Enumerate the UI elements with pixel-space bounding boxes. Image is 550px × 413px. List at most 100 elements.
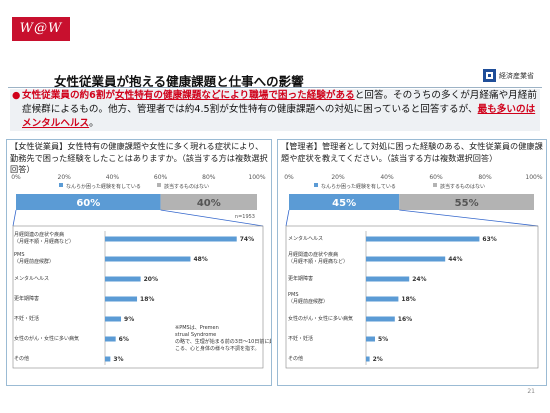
employee-question: 【女性従業員】女性特有の健康課題や女性に多く現れる症状により、勤務先で困った経験… (10, 141, 268, 174)
breakdown-bar (366, 256, 446, 262)
category-label: PMS (288, 292, 299, 298)
sample-size: n=1953 (235, 214, 255, 220)
summary-highlight-1: 女性従業員の約6割が (22, 90, 116, 101)
breakdown-value-label: 48% (193, 256, 207, 263)
callout-line (12, 209, 17, 227)
breakdown-frame (12, 225, 264, 369)
category-label: 不妊・妊活 (288, 335, 313, 342)
stacked-bar-label: 45% (332, 198, 356, 209)
category-label: メンタルヘルス (14, 275, 49, 282)
axis-tick-label: 100% (248, 174, 265, 181)
breakdown-bar (366, 276, 410, 282)
callout-line (399, 209, 539, 227)
breakdown-value-label: 74% (240, 236, 254, 243)
summary-body: と回答。そのうちの多くが月経痛や月経前症候群によるもの。他方、管理者では約4.5… (22, 90, 537, 115)
breakdown-value-label: 20% (144, 276, 158, 283)
breakdown-value-label: 63% (482, 236, 496, 243)
summary-highlight-3: 最も多いのはメンタルヘルス (22, 104, 536, 129)
category-label: PMS (14, 252, 25, 258)
legend-swatch (314, 183, 318, 187)
breakdown-frame (285, 225, 539, 369)
breakdown-value-label: 3% (113, 356, 123, 363)
manager-survey-panel: 【管理者】管理者として対処に困った経験のある、女性従業員の健康課題や症状を教えて… (277, 139, 547, 386)
legend-swatch (433, 183, 437, 187)
manager-chart: 0% 20% 40% 60% 80% 100% なんらか困った経験を有している 該当するものは… (284, 174, 543, 369)
breakdown-value-label: 44% (448, 256, 462, 263)
footnote-line: ※PMSは、Premen (175, 325, 219, 331)
stacked-bar-segment (289, 194, 400, 210)
employee-survey-panel: 【女性従業員】女性特有の健康課題や女性に多く現れる症状により、勤務先で困った経験… (6, 139, 272, 386)
breakdown-bar (105, 356, 111, 362)
breakdown-bar (366, 236, 480, 242)
footnote-line: の略で、生理が始まる前の3日〜10日前に起 (175, 338, 271, 345)
callout-line (160, 209, 264, 227)
ministry-name: 経済産業省 (499, 71, 534, 80)
category-label: 月経関連の症状や疾病 (14, 231, 64, 238)
legend-label: なんらか困った経験を有している (66, 183, 141, 190)
axis-tick-label: 80% (478, 174, 492, 181)
category-label: 女性のがん・女性に多い病気 (288, 315, 353, 322)
page-title: 女性従業員が抱える健康課題と仕事への影響 (54, 74, 304, 89)
axis-tick-label: 100% (525, 174, 542, 181)
breakdown-bar (105, 336, 116, 342)
breakdown-bar (105, 236, 237, 242)
breakdown-value-label: 2% (373, 356, 383, 363)
axis-tick-label: 0% (11, 174, 21, 181)
legend-label: 該当するものはない (164, 183, 209, 190)
breakdown-value-label: 6% (119, 336, 129, 343)
page-number: 21 (527, 388, 535, 395)
axis-tick-label: 80% (202, 174, 216, 181)
breakdown-bar (105, 316, 122, 322)
axis-tick-label: 20% (58, 174, 72, 181)
axis-tick-label: 0% (284, 174, 294, 181)
axis-tick-label: 40% (380, 174, 394, 181)
legend-swatch (157, 183, 161, 187)
manager-question: 【管理者】管理者として対処に困った経験のある、女性従業員の健康課題や症状を教えて… (281, 141, 543, 163)
category-label: 更年期障害 (288, 275, 313, 282)
logo: W@W (12, 17, 70, 41)
category-label: （月経前症候群） (14, 258, 54, 265)
footnote-line: strual Syndrome (175, 332, 216, 338)
legend-label: 該当するものはない (440, 183, 485, 190)
breakdown-bar (366, 356, 370, 362)
breakdown-bar (366, 336, 375, 342)
breakdown-bar (105, 296, 138, 302)
category-label: その他 (14, 355, 29, 362)
category-label: その他 (288, 355, 303, 362)
summary-text: 女性従業員の約6割が女性特有の健康課題などにより職場で困った経験があると回答。そ… (22, 89, 538, 131)
breakdown-value-label: 9% (124, 316, 134, 323)
summary-end: 。 (89, 118, 99, 129)
employee-chart: 0% 20% 40% 60% 80% 100% なんらか困った経験を有している 該当するものは… (11, 174, 271, 369)
category-label: 不妊・妊活 (14, 315, 39, 322)
breakdown-bar (366, 316, 395, 322)
callout-line (285, 209, 290, 227)
summary-highlight-2: 女性特有の健康課題などにより職場で困った経験がある (115, 90, 355, 101)
breakdown-value-label: 24% (412, 276, 426, 283)
legend-swatch (59, 183, 63, 187)
breakdown-value-label: 16% (398, 316, 412, 323)
stacked-bar-segment (16, 194, 161, 210)
category-label: （月経前症候群） (288, 298, 328, 305)
footnote-line: こる、心と身体の様々な不調を指す。 (175, 345, 260, 352)
stacked-bar-label: 55% (455, 198, 479, 209)
stacked-bar-label: 60% (76, 198, 100, 209)
breakdown-bar (366, 296, 399, 302)
stacked-bar-segment (160, 194, 257, 210)
stacked-bar-segment (399, 194, 534, 210)
breakdown-value-label: 18% (401, 296, 415, 303)
breakdown-bar (105, 256, 191, 262)
breakdown-value-label: 5% (378, 336, 388, 343)
summary-bullet: ● (12, 90, 21, 101)
axis-tick-label: 60% (154, 174, 168, 181)
legend-label: なんらか困った経験を有している (321, 183, 396, 190)
ministry-mark-icon (483, 69, 496, 82)
axis-tick-label: 40% (106, 174, 120, 181)
category-label: 女性のがん・女性に多い病気 (14, 335, 79, 342)
title-rule (8, 87, 542, 88)
category-label: 月経関連の症状や疾病 (288, 251, 338, 258)
breakdown-value-label: 18% (140, 296, 154, 303)
axis-tick-label: 20% (331, 174, 345, 181)
summary-box: ● 女性従業員の約6割が女性特有の健康課題などにより職場で困った経験があると回答… (10, 89, 540, 131)
axis-tick-label: 60% (429, 174, 443, 181)
stacked-bar-label: 40% (197, 198, 221, 209)
